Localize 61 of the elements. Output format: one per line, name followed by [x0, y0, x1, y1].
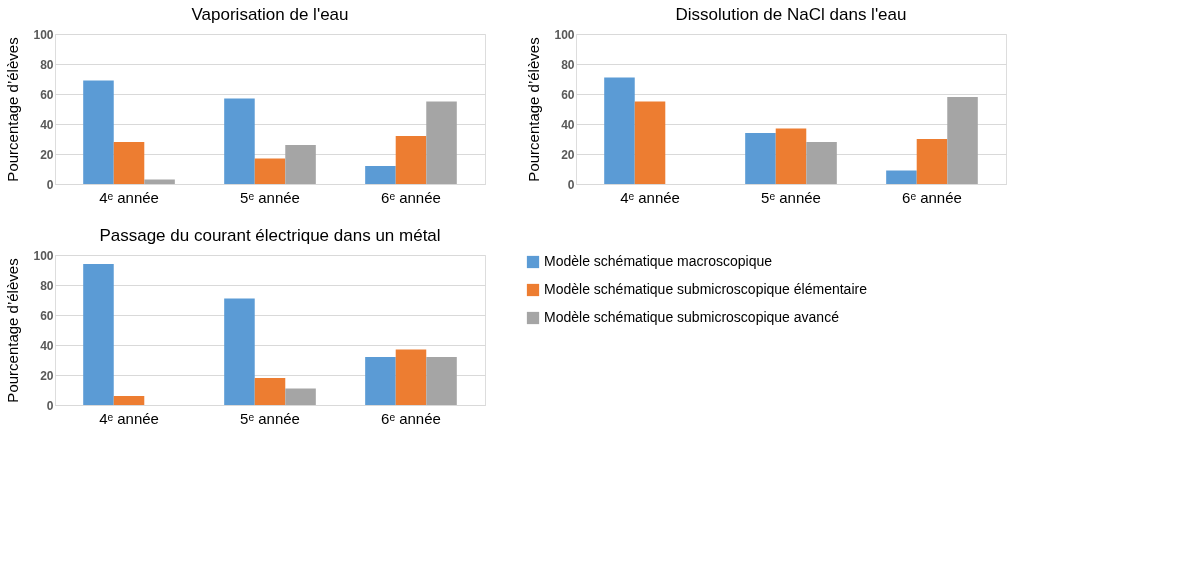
bar — [745, 133, 776, 184]
bar — [113, 142, 145, 184]
bar — [886, 170, 917, 184]
bar — [224, 298, 255, 405]
bar — [83, 264, 114, 405]
bar — [395, 349, 427, 405]
y-tick-label: 40 — [40, 338, 54, 353]
y-tick-label: 80 — [561, 57, 575, 72]
y-tick-label: 80 — [40, 278, 54, 293]
y-tick-label: 100 — [554, 27, 575, 42]
y-tick-label: 60 — [40, 308, 54, 323]
y-tick-label: 60 — [561, 87, 575, 102]
bar — [365, 357, 396, 405]
bar — [947, 97, 978, 184]
legend-label: Modèle schématique submicroscopique élémentaire — [544, 281, 868, 297]
x-tick-label: 6ᵉ année — [381, 409, 441, 427]
x-tick-label: 6ᵉ année — [902, 188, 962, 206]
y-tick-label: 0 — [46, 177, 54, 192]
y-axis-title: Pourcentage d’élèves — [4, 258, 22, 403]
chart-title: Passage du courant électrique dans un métal — [99, 226, 441, 245]
y-tick-label: 0 — [46, 398, 54, 413]
chart-title: Vaporisation de l'eau — [191, 5, 349, 24]
bar — [395, 136, 427, 184]
bar — [775, 128, 807, 184]
bar — [806, 142, 837, 184]
bar — [365, 166, 396, 184]
y-tick-label: 100 — [33, 27, 54, 42]
y-tick-label: 0 — [567, 177, 575, 192]
bar — [426, 357, 457, 405]
bar — [916, 139, 948, 184]
y-tick-label: 60 — [40, 87, 54, 102]
bar — [224, 98, 255, 184]
bar — [285, 145, 316, 184]
x-tick-label: 5ᵉ année — [240, 188, 300, 206]
y-tick-label: 20 — [40, 368, 54, 383]
x-tick-label: 5ᵉ année — [761, 188, 821, 206]
x-tick-label: 6ᵉ année — [381, 188, 441, 206]
y-tick-label: 100 — [33, 248, 54, 263]
legend-label: Modèle schématique macroscopique — [544, 253, 773, 269]
y-axis-title: Pourcentage d’élèves — [4, 37, 22, 182]
y-tick-label: 20 — [561, 147, 575, 162]
bar — [426, 101, 457, 184]
bar — [285, 388, 316, 405]
y-tick-label: 40 — [40, 117, 54, 132]
legend-label: Modèle schématique submicroscopique avancé — [544, 309, 840, 325]
x-tick-label: 4ᵉ année — [99, 409, 159, 427]
y-tick-label: 20 — [40, 147, 54, 162]
bar — [254, 378, 286, 405]
x-tick-label: 4ᵉ année — [99, 188, 159, 206]
bar — [83, 80, 114, 184]
bar — [604, 77, 635, 184]
bar — [254, 158, 286, 184]
y-tick-label: 80 — [40, 57, 54, 72]
x-tick-label: 5ᵉ année — [240, 409, 300, 427]
y-axis-title: Pourcentage d’élèves — [525, 37, 543, 182]
bar — [634, 101, 666, 184]
bar — [144, 179, 175, 184]
y-tick-label: 40 — [561, 117, 575, 132]
x-tick-label: 4ᵉ année — [620, 188, 680, 206]
bar — [113, 396, 145, 405]
chart-title: Dissolution de NaCl dans l'eau — [675, 5, 907, 24]
